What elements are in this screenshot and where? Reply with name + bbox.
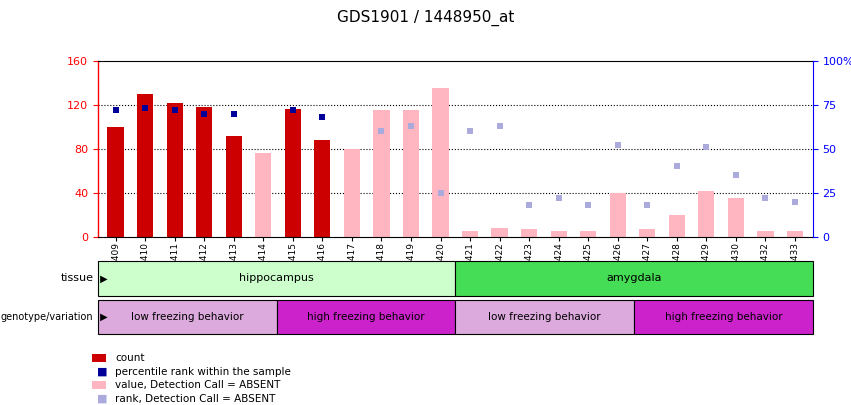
Bar [698, 191, 715, 237]
Bar [403, 110, 419, 237]
Bar [314, 140, 330, 237]
Bar [639, 229, 655, 237]
Text: ■: ■ [97, 367, 107, 377]
Text: tissue: tissue [60, 273, 94, 283]
Text: percentile rank within the sample: percentile rank within the sample [115, 367, 291, 377]
Bar [277, 300, 455, 334]
Bar [455, 261, 813, 296]
Bar [492, 228, 508, 237]
Bar [609, 193, 625, 237]
Bar [728, 198, 744, 237]
Bar [580, 231, 597, 237]
Text: low freezing behavior: low freezing behavior [131, 312, 243, 322]
Bar [432, 88, 448, 237]
Text: high freezing behavior: high freezing behavior [307, 312, 425, 322]
Text: hippocampus: hippocampus [239, 273, 314, 283]
Bar [167, 102, 183, 237]
Bar [98, 261, 455, 296]
Bar [196, 107, 213, 237]
Text: rank, Detection Call = ABSENT: rank, Detection Call = ABSENT [115, 394, 275, 403]
Bar [137, 94, 153, 237]
Text: ■: ■ [97, 394, 107, 403]
Text: GDS1901 / 1448950_at: GDS1901 / 1448950_at [337, 10, 514, 26]
Text: ▶: ▶ [97, 273, 107, 283]
Bar [787, 231, 803, 237]
Text: high freezing behavior: high freezing behavior [665, 312, 782, 322]
Text: ▶: ▶ [97, 312, 107, 322]
Text: amygdala: amygdala [606, 273, 662, 283]
Bar [757, 231, 774, 237]
Bar [634, 300, 813, 334]
Bar [98, 300, 277, 334]
Bar [226, 136, 242, 237]
Bar [462, 231, 478, 237]
Bar [374, 110, 390, 237]
Bar [551, 231, 567, 237]
Text: count: count [115, 354, 145, 363]
Bar [521, 229, 537, 237]
Bar [344, 149, 360, 237]
Text: low freezing behavior: low freezing behavior [488, 312, 601, 322]
Bar [255, 153, 271, 237]
Bar [107, 127, 123, 237]
Bar [669, 215, 685, 237]
Bar [455, 300, 634, 334]
Bar [285, 109, 301, 237]
Text: value, Detection Call = ABSENT: value, Detection Call = ABSENT [115, 380, 280, 390]
Text: genotype/variation: genotype/variation [1, 312, 94, 322]
